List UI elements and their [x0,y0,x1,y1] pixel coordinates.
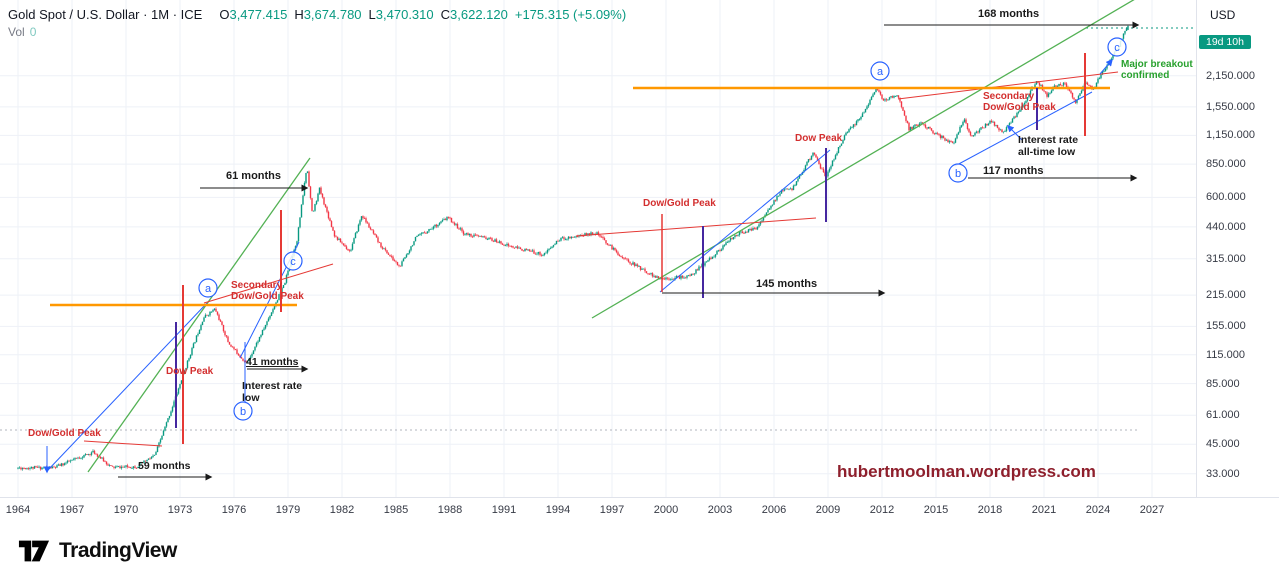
year-tick: 1997 [599,504,625,516]
year-tick: 1964 [5,504,31,516]
tradingview-logo[interactable]: TradingView [18,538,177,564]
year-tick: 1982 [329,504,355,516]
price-tick: 1,550.000 [1206,100,1255,113]
svg-text:c: c [290,256,296,268]
tradingview-brand-text: TradingView [59,539,177,562]
wave-letter-b[interactable]: b [233,401,253,421]
price-tick: 115.000 [1206,348,1245,361]
green-trendline-1970s[interactable] [87,157,311,473]
year-tick: 1967 [59,504,85,516]
low-label: L [368,7,376,22]
wave-letter-a[interactable]: a [870,61,890,81]
dotted-level-lines [0,27,1196,431]
high-value: 3,674.780 [303,7,362,22]
blue-support-2010s[interactable] [954,91,1093,167]
year-tick: 2027 [1139,504,1165,516]
volume-value: 0 [29,25,37,39]
currency-label[interactable]: USD [1210,8,1236,22]
close-value: 3,622.120 [450,7,508,22]
volume-label[interactable]: Vol [8,25,25,39]
year-tick: 2009 [815,504,841,516]
arrow-major-breakout[interactable] [1099,58,1113,75]
year-tick: 1985 [383,504,409,516]
bar-countdown-badge: 19d 10h [1199,35,1251,49]
svg-text:a: a [877,66,884,78]
year-tick: 2000 [653,504,679,516]
red-resistance-1960s[interactable] [83,440,163,447]
year-tick: 2012 [869,504,895,516]
blue-support-2000s[interactable] [659,149,831,293]
price-tick: 33.000 [1206,467,1240,480]
price-axis[interactable]: USD 19d 10h 2,150.000 1,550.000 1,150.000 8… [1196,0,1279,522]
arrow-interest-rate-all-time-low[interactable] [1007,125,1023,141]
close-label: C [440,7,451,22]
low-value: 3,470.310 [375,7,434,22]
year-tick: 1979 [275,504,301,516]
svg-text:b: b [955,168,961,180]
year-tick: 1970 [113,504,139,516]
red-resistance-1970s[interactable] [203,263,334,304]
time-axis[interactable]: 1964 1967 1970 1973 1976 1979 1982 1985 1988 1991… [0,497,1279,523]
year-tick: 1976 [221,504,247,516]
year-tick: 2018 [977,504,1003,516]
trendline-drawings[interactable] [47,0,1147,473]
year-tick: 2006 [761,504,787,516]
year-tick: 2003 [707,504,733,516]
wave-letter-a[interactable]: a [198,278,218,298]
year-tick: 2021 [1031,504,1057,516]
symbol-header: Gold Spot / U.S. Dollar · 1M · ICE O3,477… [8,7,626,22]
price-tick: 45.000 [1206,438,1240,451]
year-tick: 2024 [1085,504,1111,516]
price-tick: 1,150.000 [1206,129,1255,142]
wave-letter-c[interactable]: c [1107,37,1127,57]
open-label: O [219,7,230,22]
footer-bar: TradingView [0,522,1279,583]
price-tick: 440.000 [1206,220,1246,233]
volume-row: Vol 0 [8,25,36,39]
wave-letter-markers[interactable]: a b c a b c [198,37,1127,421]
wave-letter-b[interactable]: b [948,163,968,183]
price-tick: 315.000 [1206,252,1246,265]
year-tick: 1973 [167,504,193,516]
svg-text:b: b [240,406,246,418]
price-chart-canvas[interactable]: a b c a b c [0,0,1196,497]
year-tick: 2015 [923,504,949,516]
svg-text:c: c [1114,42,1120,54]
gridlines [0,0,1196,497]
open-value: 3,477.415 [229,7,288,22]
svg-text:a: a [205,283,212,295]
tradingview-logo-icon [18,540,50,562]
year-tick: 1991 [491,504,517,516]
price-tick: 215.000 [1206,289,1246,302]
price-tick: 850.000 [1206,158,1246,171]
year-tick: 1988 [437,504,463,516]
red-resistance-2010s[interactable] [897,71,1119,100]
year-tick: 1994 [545,504,571,516]
green-trendline-2000s[interactable] [591,0,1147,319]
annotation-arrows[interactable] [43,21,1140,481]
price-tick: 600.000 [1206,191,1246,204]
blue-support-1960s[interactable] [47,302,208,471]
price-tick: 2,150.000 [1206,69,1255,82]
price-tick: 85.000 [1206,377,1240,390]
change-value: +175.315 (+5.09%) [514,7,627,22]
high-label: H [294,7,304,22]
wave-letter-c[interactable]: c [283,251,303,271]
symbol-title[interactable]: Gold Spot / U.S. Dollar · 1M · ICE [8,7,203,22]
price-tick: 155.000 [1206,320,1246,333]
red-resistance-1990s[interactable] [575,217,817,237]
price-tick: 61.000 [1206,409,1240,422]
